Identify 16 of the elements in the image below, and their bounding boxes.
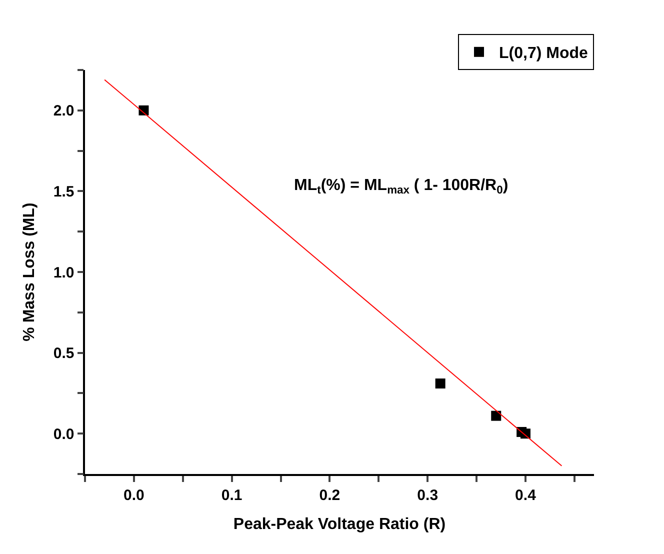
y-tick-label: 0.5 [53,345,74,362]
x-tick-label: 0.0 [124,486,144,504]
y-axis-title: % Mass Loss (ML) [20,202,38,342]
x-tick-label: 0.2 [319,486,340,504]
x-tick-label: 0.1 [221,486,242,504]
legend-label: L(0,7) Mode [499,45,588,62]
x-tick-label: 0.4 [515,486,537,504]
y-tick-label: 2.0 [53,102,74,120]
y-tick-label: 1.0 [53,264,74,282]
annotation: ML$_{t}$(%) = ML$_{max}$ ( 1- 100R/R$_{0}$) [294,177,508,196]
x-axis-title: Peak-Peak Voltage Ratio (R) [233,516,446,533]
point [435,378,446,388]
x-tick-label: 0.3 [417,486,438,504]
point [491,410,502,421]
y-tick-label: 0.0 [53,426,74,443]
y-tick-label: 1.5 [53,183,74,200]
